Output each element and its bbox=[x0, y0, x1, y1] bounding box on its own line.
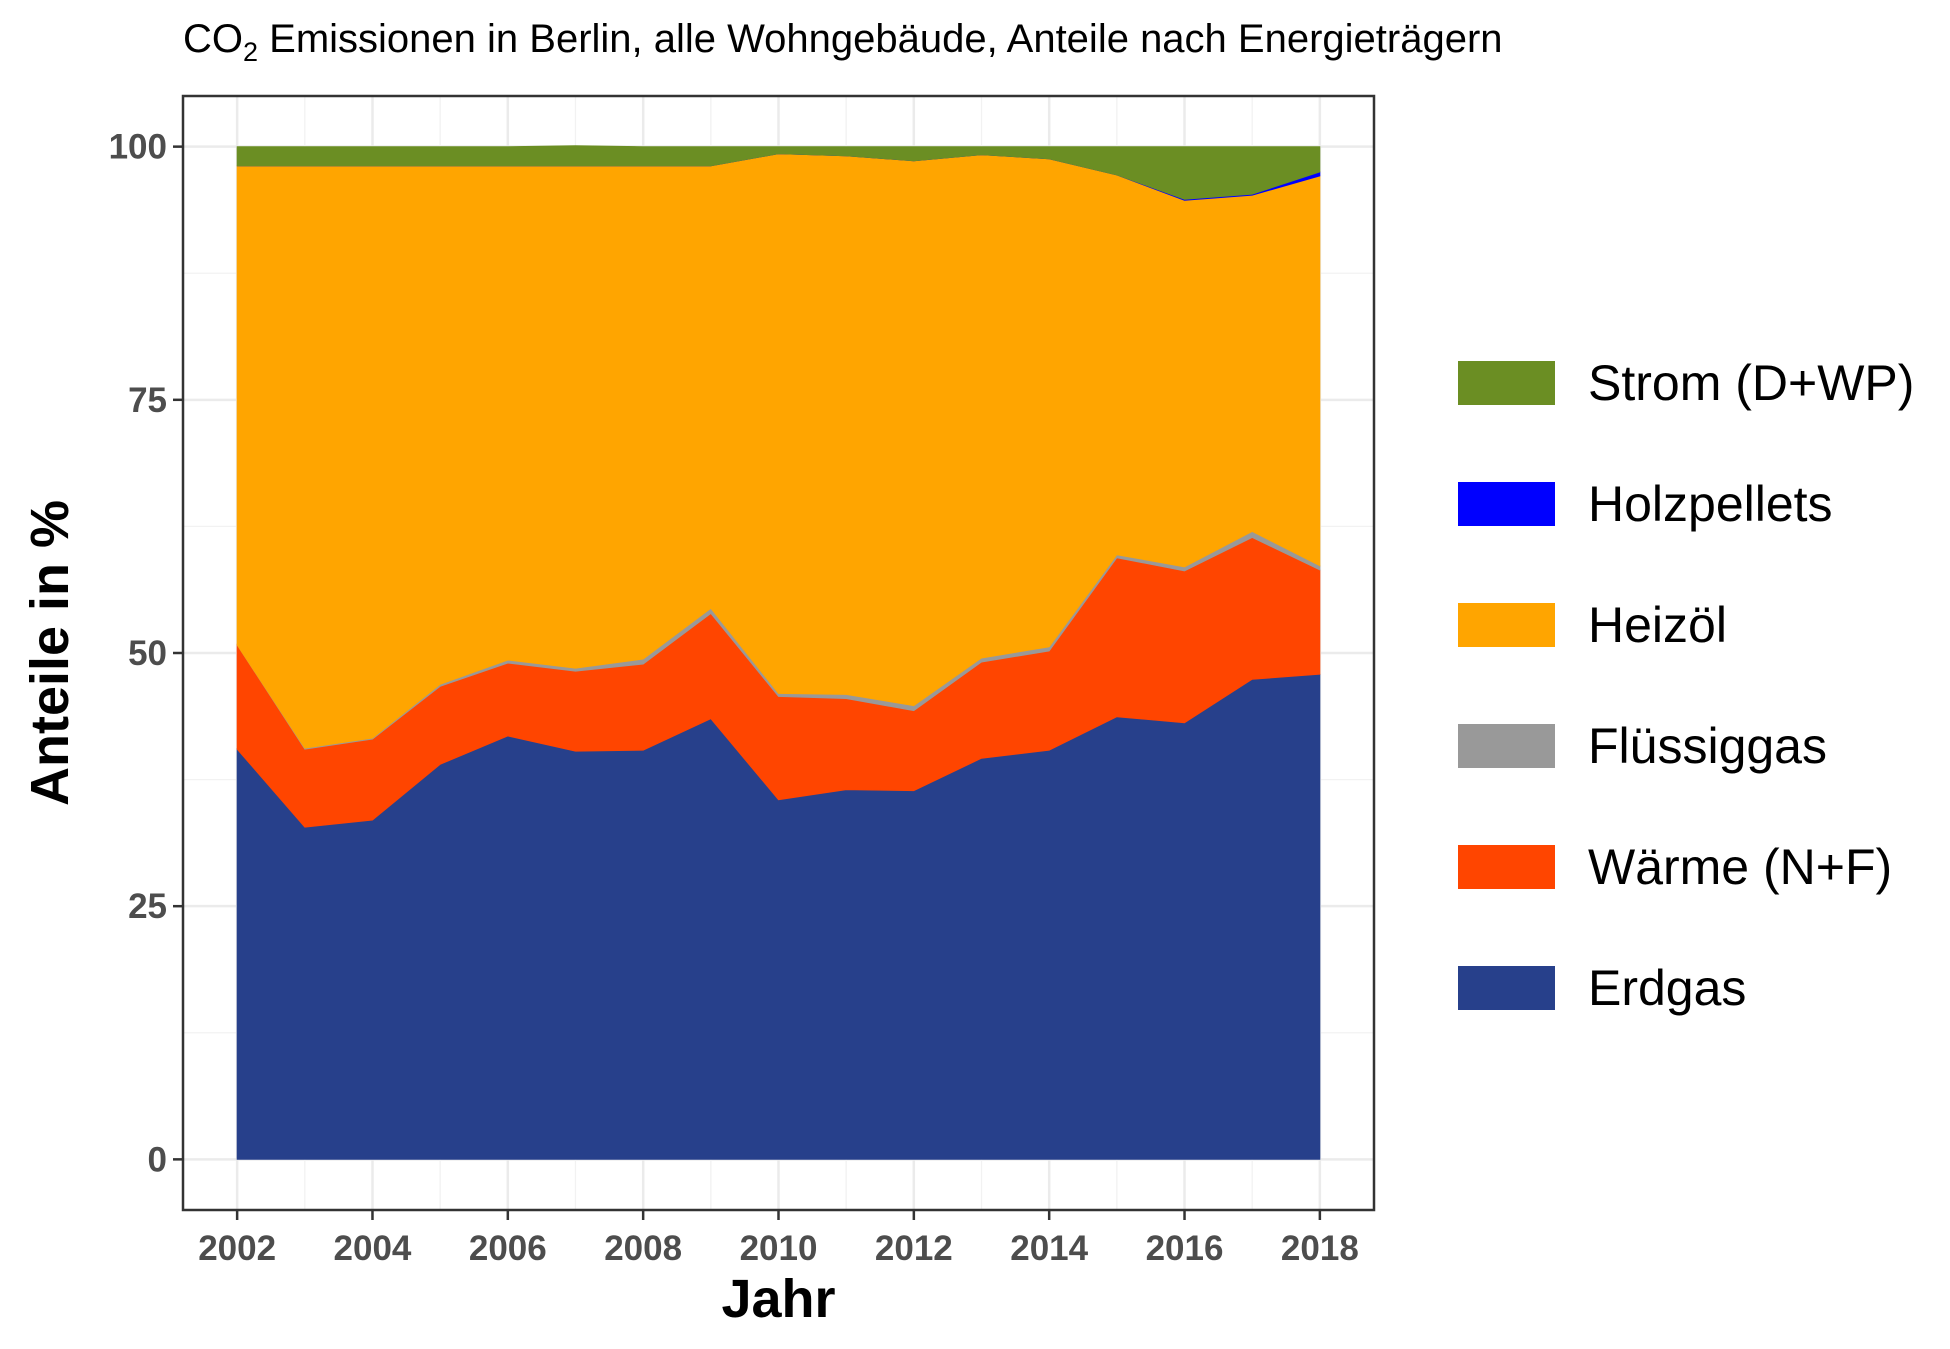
legend-item: Strom (D+WP) bbox=[1458, 355, 1914, 411]
y-tick-label: 25 bbox=[128, 887, 167, 926]
legend-label: Holzpellets bbox=[1588, 476, 1833, 532]
area-strom-d-wp bbox=[236, 145, 1321, 200]
x-tick-label: 2004 bbox=[334, 1229, 412, 1268]
y-axis-title: Anteile in % bbox=[20, 500, 80, 806]
y-tick-label: 0 bbox=[148, 1140, 167, 1179]
legend-label: Wärme (N+F) bbox=[1588, 839, 1892, 895]
chart-title-rest: Emissionen in Berlin, alle Wohngebäude, … bbox=[258, 17, 1503, 61]
legend-label: Heizöl bbox=[1588, 597, 1727, 653]
x-tick-label: 2016 bbox=[1146, 1229, 1224, 1268]
legend-item: Heizöl bbox=[1458, 597, 1727, 653]
x-tick-label: 2002 bbox=[198, 1229, 276, 1268]
x-tick-label: 2014 bbox=[1010, 1229, 1088, 1268]
legend-swatch bbox=[1458, 966, 1555, 1010]
legend-label: Erdgas bbox=[1588, 960, 1746, 1016]
legend-swatch bbox=[1458, 603, 1555, 647]
axis-ticks: 0 25 50 75 100 2002 2004 2006 2008 2010 2012 2014 20… bbox=[109, 128, 1359, 1268]
x-tick-label: 2006 bbox=[469, 1229, 547, 1268]
legend-label: Strom (D+WP) bbox=[1588, 355, 1914, 411]
y-tick-label: 75 bbox=[128, 381, 167, 420]
legend-item: Holzpellets bbox=[1458, 476, 1833, 532]
area-series-group bbox=[236, 145, 1321, 1160]
legend-swatch bbox=[1458, 724, 1555, 768]
x-tick-label: 2018 bbox=[1281, 1229, 1359, 1268]
x-tick-label: 2008 bbox=[604, 1229, 682, 1268]
x-tick-label: 2012 bbox=[875, 1229, 953, 1268]
x-axis-title: Jahr bbox=[721, 1269, 835, 1329]
y-tick-label: 50 bbox=[128, 634, 167, 673]
legend-item: Wärme (N+F) bbox=[1458, 839, 1892, 895]
legend-item: Flüssiggas bbox=[1458, 718, 1827, 774]
x-tick-label: 2010 bbox=[740, 1229, 818, 1268]
legend-swatch bbox=[1458, 482, 1555, 526]
legend-label: Flüssiggas bbox=[1588, 718, 1827, 774]
y-tick-label: 100 bbox=[109, 128, 167, 167]
legend-item: Erdgas bbox=[1458, 960, 1746, 1016]
legend: Strom (D+WP) Holzpellets Heizöl Flüssiggas W… bbox=[1458, 355, 1914, 1016]
chart-title-main: CO bbox=[183, 17, 243, 61]
legend-swatch bbox=[1458, 845, 1555, 889]
chart-title: CO2 Emissionen in Berlin, alle Wohngebäu… bbox=[183, 17, 1503, 67]
chart-title-subscript: 2 bbox=[243, 37, 258, 67]
legend-swatch bbox=[1458, 361, 1555, 405]
